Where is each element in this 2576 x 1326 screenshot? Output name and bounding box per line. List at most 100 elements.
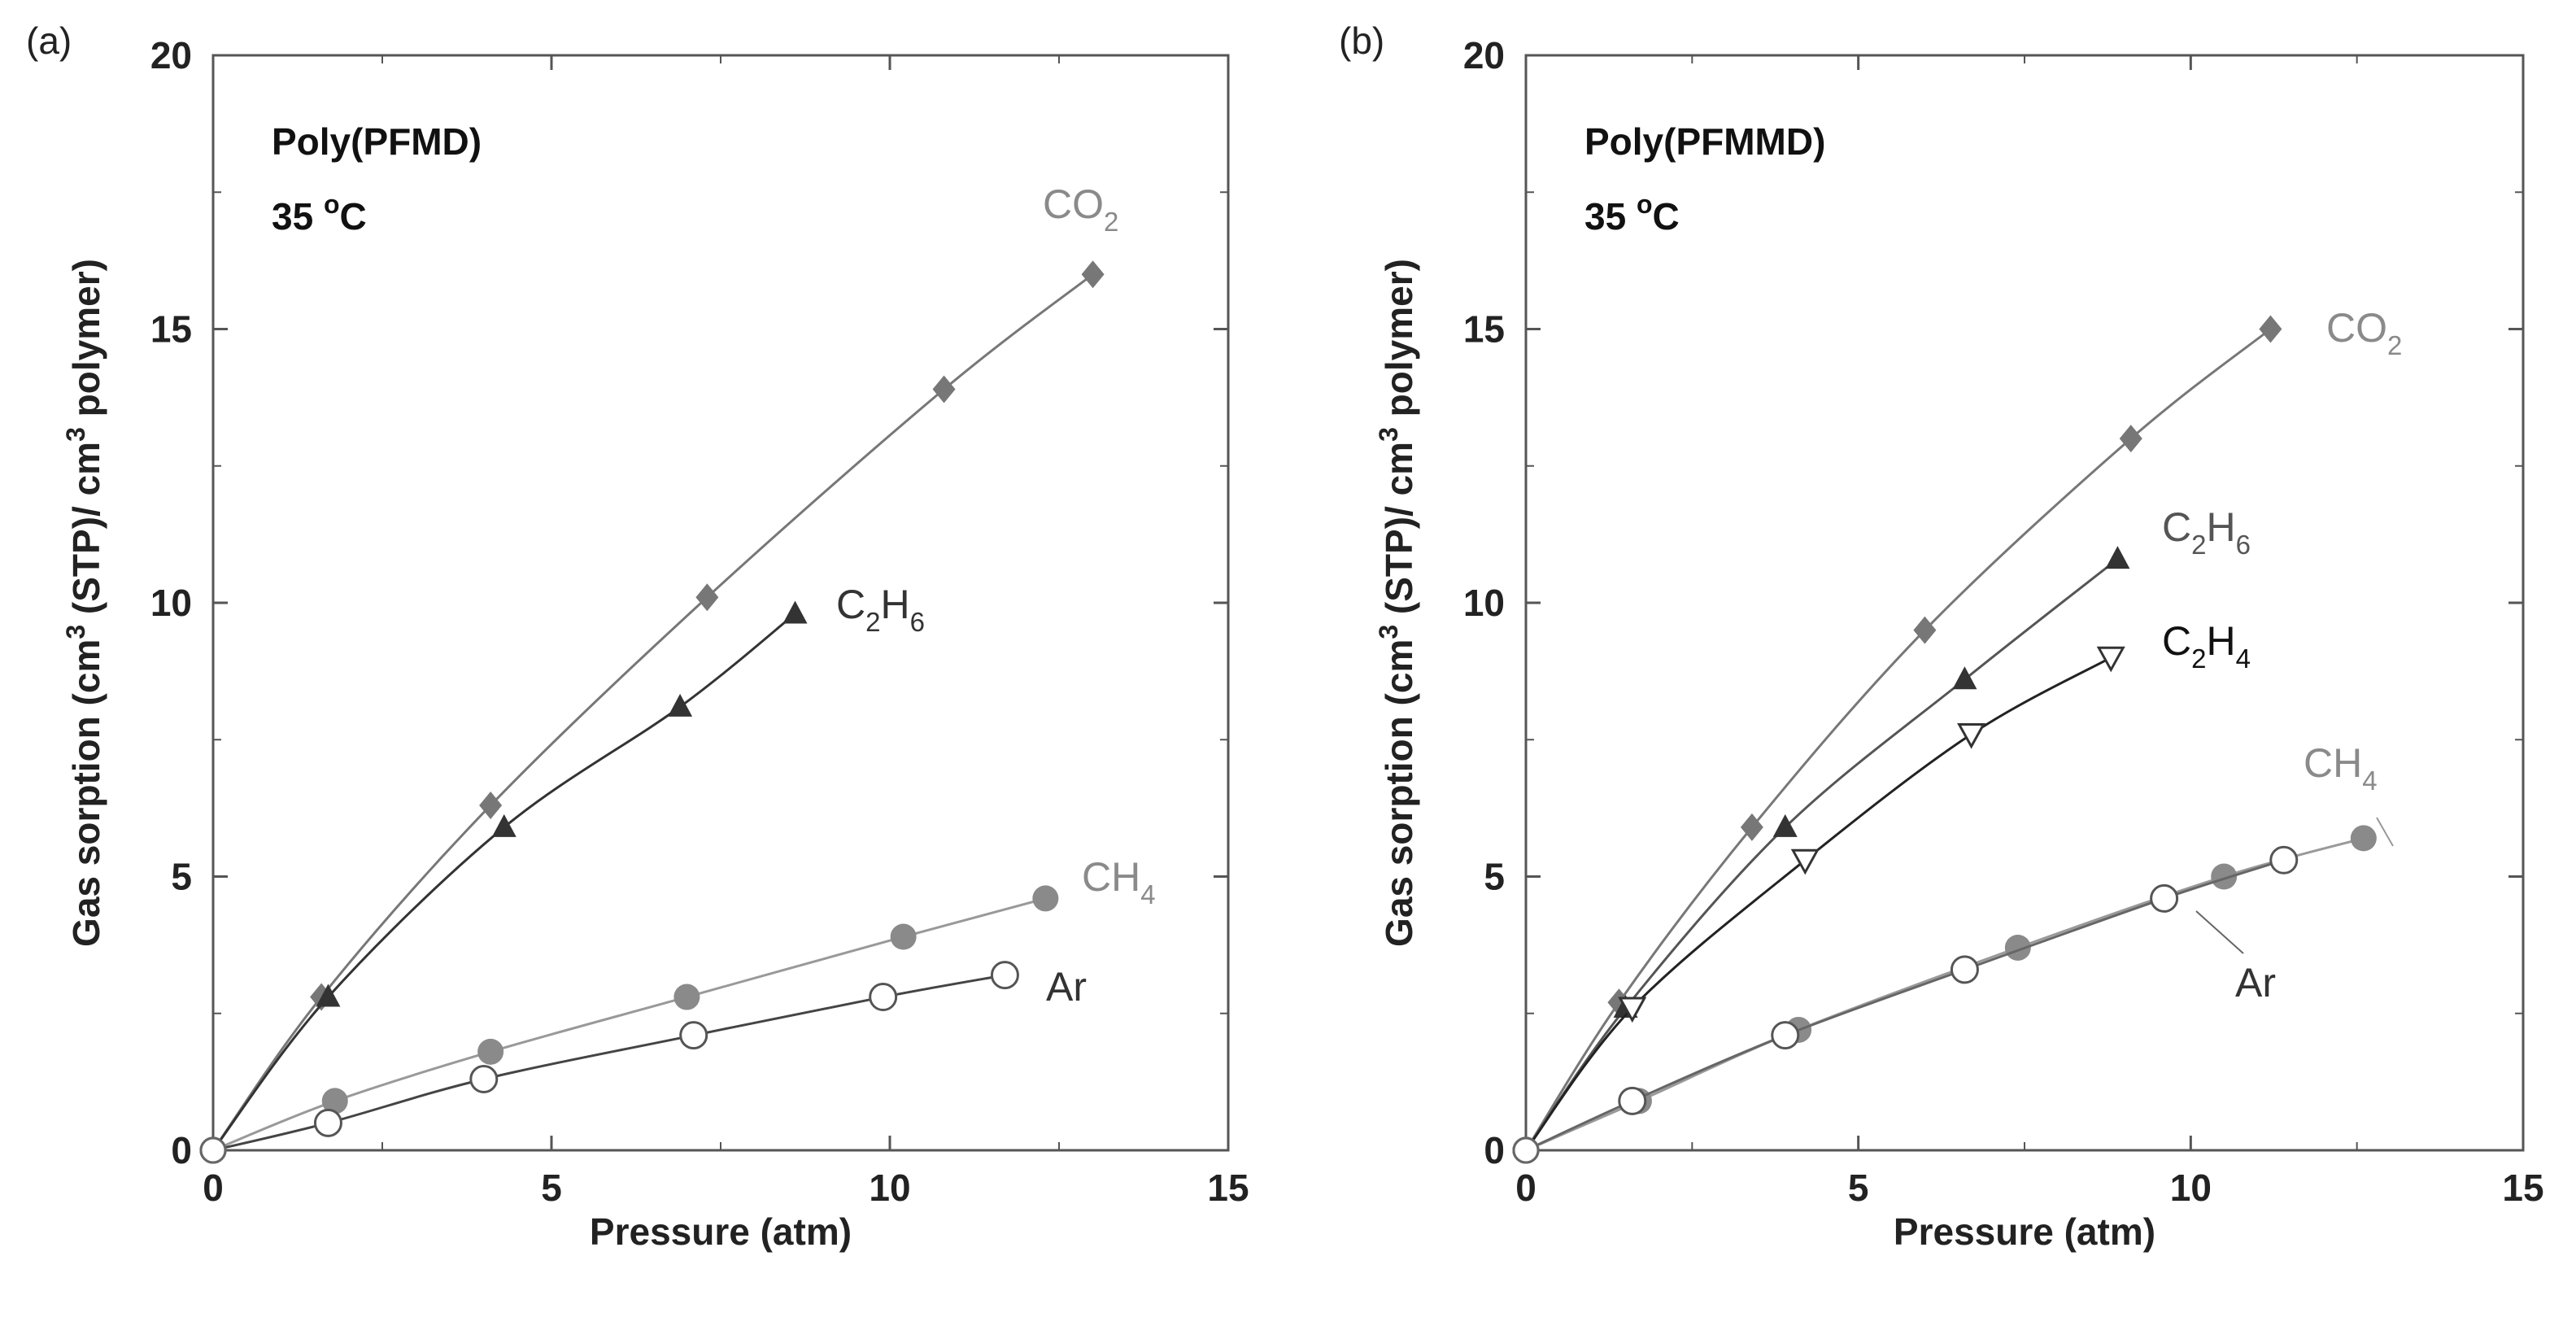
leader-line-ar [2195, 910, 2244, 954]
data-point [2105, 546, 2130, 569]
chart-panel-b: 0 5 10 15 0 5 10 15 20 Pressure (atm) Gas sorption… [1339, 20, 2544, 1253]
data-point [1950, 955, 1979, 984]
x-tick-label: 5 [1848, 1167, 1869, 1209]
series-label: Ar [2235, 960, 2276, 1005]
y-tick-label: 5 [1484, 856, 1505, 898]
series-label-main: CH [2304, 740, 2362, 786]
data-point [321, 1088, 348, 1114]
data-point-origin [1512, 1136, 1540, 1164]
data-point [1957, 723, 1986, 749]
y-axis-label-part: Gas sorption (cm [65, 639, 107, 947]
y-axis-label-part: (STP)/ cm [1378, 442, 1420, 625]
y-axis-label: Gas sorption (cm3 (STP)/ cm3 polymer) [61, 259, 107, 947]
series-label-main: C [836, 582, 865, 627]
series-label-subscript: 2 [2191, 530, 2206, 560]
temperature-value: 35 [1584, 195, 1637, 238]
series-label-main: C [2162, 504, 2191, 550]
data-point [679, 1021, 708, 1050]
series-co2: CO2 [1512, 305, 2402, 1164]
data-point [673, 984, 700, 1010]
series-label: C2H6 [2162, 504, 2251, 560]
temperature-degree: o [324, 190, 340, 219]
series-label-subscript: 4 [1140, 879, 1155, 909]
series-label-main: CO [2326, 305, 2387, 351]
series-label-subscript: 2 [865, 607, 880, 637]
y-axis-label-part: Gas sorption (cm [1378, 639, 1420, 947]
series-co2: CO2 [199, 181, 1118, 1164]
y-axis-label-superscript: 3 [1374, 625, 1403, 639]
series-label-subscript: 2 [2191, 643, 2206, 674]
y-tick-label: 10 [150, 582, 192, 624]
y-tick-label: 20 [150, 34, 192, 76]
series-label: CH4 [2304, 740, 2378, 796]
y-tick-label: 15 [150, 308, 192, 351]
y-axis-label-superscript: 3 [1374, 427, 1403, 442]
series-label: CO2 [2326, 305, 2402, 360]
y-tick-label: 20 [1463, 34, 1505, 76]
series-label-main: H [2206, 504, 2235, 550]
series-label: CH4 [1082, 854, 1156, 909]
polymer-title: Poly(PFMD) [272, 120, 482, 163]
y-axis-label-part: (STP)/ cm [65, 442, 107, 625]
series-label-subscript: 6 [2236, 530, 2251, 560]
data-point [2211, 863, 2238, 890]
series-label-subscript: 4 [2362, 766, 2377, 796]
data-point [2269, 845, 2299, 875]
data-point [1740, 813, 1763, 841]
data-point [2119, 425, 2142, 453]
series-label-subscript: 2 [2387, 330, 2402, 360]
data-point [2259, 315, 2282, 343]
x-axis-label: Pressure (atm) [1894, 1210, 2155, 1253]
y-axis-label-part: polymer) [1378, 259, 1420, 427]
series-label-subscript: 2 [1104, 207, 1118, 237]
data-point [2096, 646, 2125, 673]
data-point [1618, 1086, 1647, 1115]
data-point [1790, 848, 1820, 875]
data-point [1952, 666, 1977, 690]
data-point [668, 693, 693, 717]
series-label-main: Ar [2235, 960, 2276, 1005]
data-point [2150, 883, 2179, 913]
y-tick-label: 15 [1463, 308, 1505, 351]
series-label-main: CH [1082, 854, 1140, 900]
temperature-degree: o [1637, 190, 1653, 219]
polymer-title: Poly(PFMMD) [1584, 120, 1825, 163]
series-label: C2H6 [836, 582, 925, 637]
data-point [469, 1065, 499, 1094]
data-point [479, 792, 503, 820]
data-point [1771, 1021, 1800, 1050]
x-tick-label: 0 [1515, 1167, 1536, 1209]
series-ar: Ar [199, 961, 1087, 1164]
data-point [1032, 885, 1059, 912]
series-label-main: C [2162, 618, 2191, 664]
series-label-main: H [880, 582, 909, 627]
x-tick-label: 15 [2502, 1167, 2543, 1209]
series-label-subscript: 4 [2236, 643, 2251, 674]
data-point [932, 375, 956, 403]
y-axis-label-part: polymer) [65, 259, 107, 427]
x-tick-label: 0 [203, 1167, 224, 1209]
data-point [491, 813, 517, 837]
temperature-unit: C [1653, 195, 1680, 238]
y-axis-label-superscript: 3 [61, 625, 90, 639]
panel-label: (a) [26, 20, 72, 62]
data-point [316, 984, 341, 1007]
series-line [1524, 557, 2119, 1151]
series-line [1524, 656, 2112, 1151]
series-c2h4: C2H4 [1512, 618, 2251, 1164]
series-label-main: H [2206, 618, 2235, 664]
temperature-label: 35 oC [1584, 190, 1680, 238]
data-point [1618, 997, 1647, 1023]
x-axis-label: Pressure (atm) [590, 1210, 852, 1253]
series-label-main: Ar [1046, 964, 1087, 1010]
y-axis-label: Gas sorption (cm3 (STP)/ cm3 polymer) [1374, 259, 1420, 947]
y-tick-label: 0 [1484, 1129, 1505, 1171]
data-point [990, 961, 1019, 990]
data-point [2350, 825, 2377, 852]
data-point [782, 600, 808, 624]
leader-line-ch4 [2376, 817, 2394, 847]
data-point [869, 983, 898, 1012]
y-axis-label-superscript: 3 [61, 427, 90, 442]
data-point-origin [199, 1136, 227, 1164]
